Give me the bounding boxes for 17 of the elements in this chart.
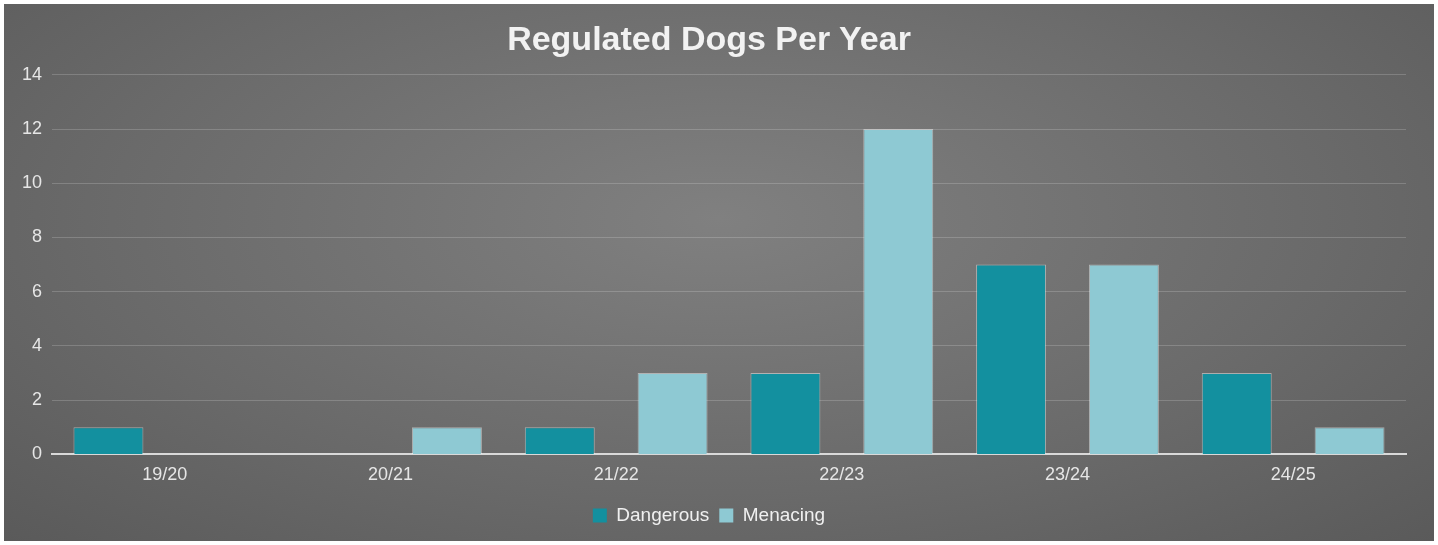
y-tick-label: 2 (32, 389, 43, 410)
legend-label: Menacing (742, 503, 826, 525)
x-tick-label: 20/21 (367, 464, 414, 485)
y-tick-label: 4 (32, 334, 43, 355)
y-tick-label: 8 (32, 226, 43, 247)
y-tick-label: 10 (21, 172, 43, 193)
x-tick-label: 22/23 (819, 464, 865, 485)
x-tick-label: 24/25 (1270, 464, 1316, 485)
x-tick-label: 23/24 (1044, 464, 1091, 485)
x-tick-label: 19/20 (142, 464, 188, 485)
y-tick-label: 12 (21, 118, 43, 138)
x-tick-label: 21/22 (593, 464, 639, 485)
y-tick-label: 14 (21, 63, 43, 84)
chart-title: Regulated Dogs Per Year (507, 18, 911, 57)
legend-label: Dangerous (616, 503, 710, 525)
y-tick-label: 0 (32, 443, 43, 464)
y-tick-label: 6 (32, 280, 43, 301)
